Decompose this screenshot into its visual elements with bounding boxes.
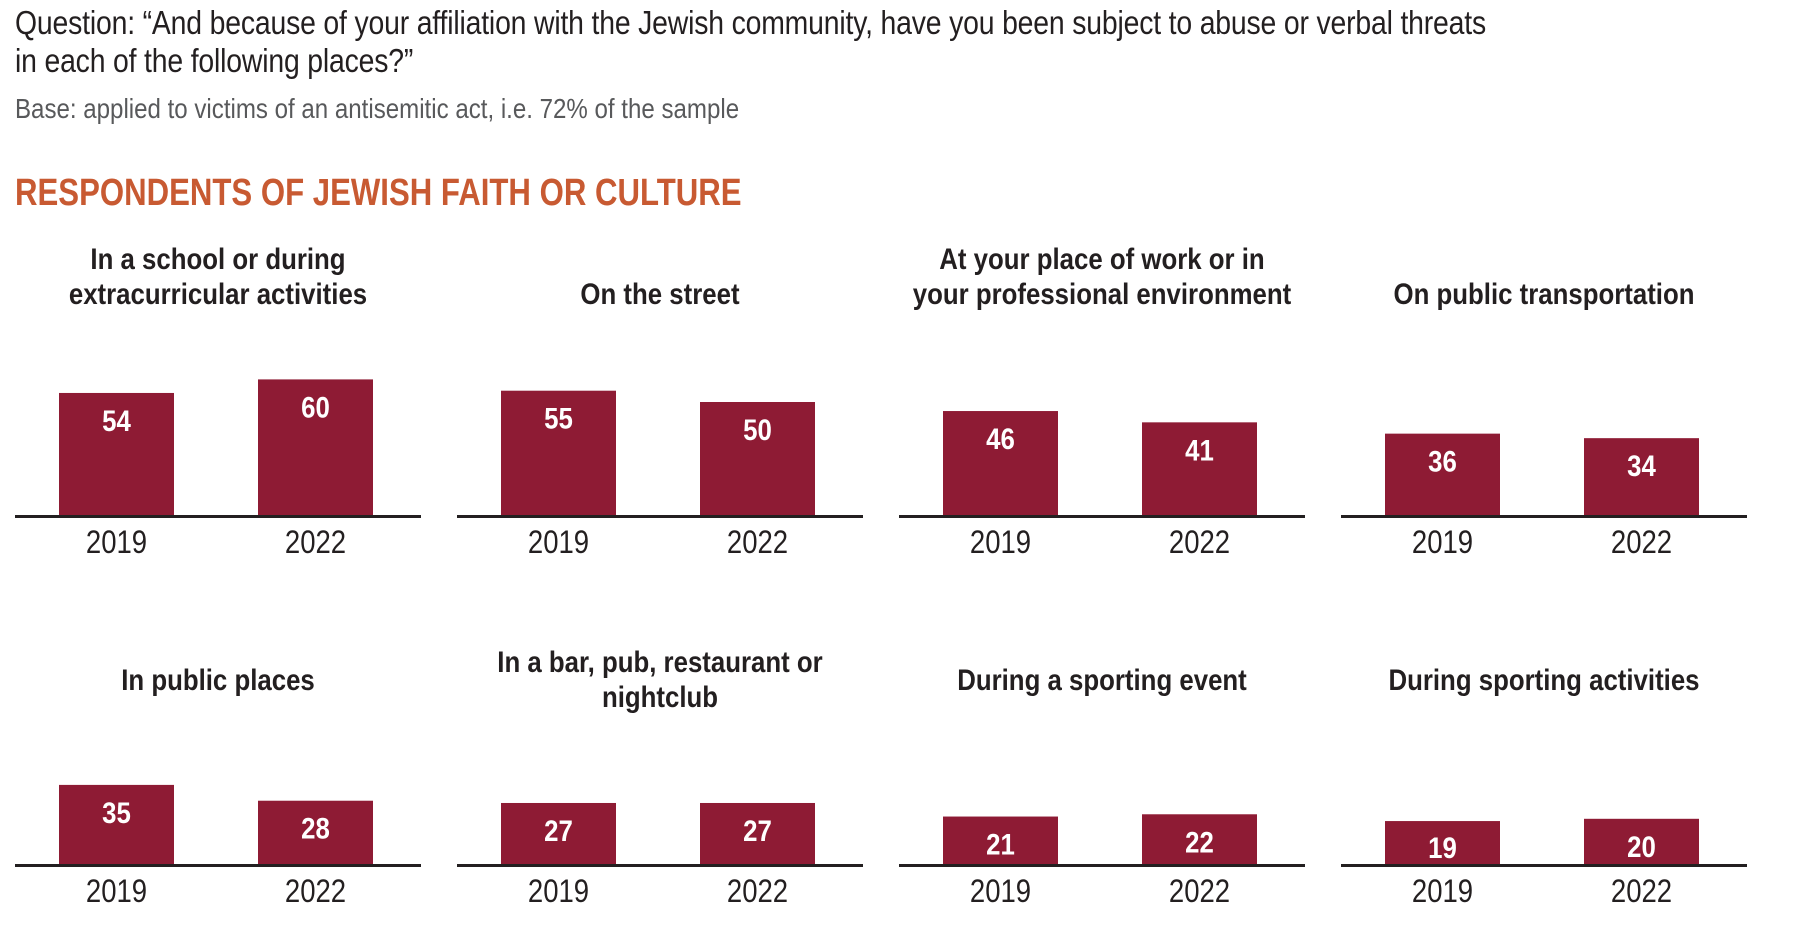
x-tick-label: 2019 xyxy=(1412,525,1473,560)
chart-title: In public places xyxy=(121,663,315,697)
bar-2019 xyxy=(59,392,174,515)
bar-chart: 27 2019 27 2022 xyxy=(457,802,863,910)
x-tick-label: 2019 xyxy=(528,525,589,560)
x-tick-label: 2022 xyxy=(1169,525,1230,560)
x-tick-label: 2019 xyxy=(1412,874,1473,909)
bar-2019 xyxy=(1385,433,1500,515)
x-tick-label: 2019 xyxy=(528,874,589,909)
value-label: 41 xyxy=(1185,434,1214,467)
value-label: 54 xyxy=(102,404,131,437)
x-tick-label: 2022 xyxy=(1611,874,1672,909)
bar-chart: 54 2019 60 2022 xyxy=(15,379,421,561)
x-tick-label: 2019 xyxy=(86,874,147,909)
value-label: 20 xyxy=(1627,830,1656,863)
bar-2022 xyxy=(258,379,373,515)
value-label: 27 xyxy=(544,814,573,847)
chart-title: On public transportation xyxy=(1393,277,1695,311)
bar-2022 xyxy=(1142,814,1257,864)
x-tick-label: 2022 xyxy=(1169,874,1230,909)
x-tick-label: 2022 xyxy=(285,874,346,909)
bar-2022 xyxy=(258,800,373,864)
value-label: 50 xyxy=(743,413,772,446)
section-title: RESPONDENTS OF JEWISH FAITH OR CULTURE xyxy=(15,172,742,214)
value-label: 36 xyxy=(1428,445,1457,478)
question-text: Question: “And because of your affiliati… xyxy=(15,4,1487,79)
value-label: 46 xyxy=(986,422,1015,455)
bar-2019 xyxy=(59,784,174,864)
x-tick-label: 2019 xyxy=(970,525,1031,560)
value-label: 55 xyxy=(544,402,573,435)
chart-title: In a bar, pub, restaurant or nightclub xyxy=(497,646,823,714)
chart-title: In a school or during extracurricular ac… xyxy=(68,242,368,311)
x-tick-label: 2022 xyxy=(1611,525,1672,560)
value-label: 60 xyxy=(301,391,330,424)
x-tick-label: 2019 xyxy=(970,874,1031,909)
x-tick-label: 2019 xyxy=(86,525,147,560)
bar-2022 xyxy=(1584,438,1699,515)
value-label: 27 xyxy=(743,814,772,847)
chart-title: During sporting activities xyxy=(1388,663,1700,697)
bar-2019 xyxy=(943,411,1058,515)
bar-2022 xyxy=(700,402,815,515)
bar-chart: 55 2019 50 2022 xyxy=(457,390,863,561)
value-label: 34 xyxy=(1627,449,1656,482)
bar-chart: 19 2019 20 2022 xyxy=(1341,818,1747,910)
chart-title: On the street xyxy=(580,277,740,311)
x-tick-label: 2022 xyxy=(727,874,788,909)
bar-chart: 36 2019 34 2022 xyxy=(1341,433,1747,561)
bar-2022 xyxy=(1142,422,1257,515)
value-label: 19 xyxy=(1428,831,1457,864)
value-label: 28 xyxy=(301,812,330,845)
x-tick-label: 2022 xyxy=(727,525,788,560)
bar-chart: 46 2019 41 2022 xyxy=(899,411,1305,561)
bar-chart: 21 2019 22 2022 xyxy=(899,814,1305,910)
bar-2022 xyxy=(700,802,815,864)
bar-2019 xyxy=(943,816,1058,864)
chart-title: At your place of work or in your profess… xyxy=(912,242,1292,311)
value-label: 22 xyxy=(1185,825,1214,858)
bar-chart: 35 2019 28 2022 xyxy=(15,784,421,910)
x-tick-label: 2022 xyxy=(285,525,346,560)
base-note: Base: applied to victims of an antisemit… xyxy=(15,93,740,124)
value-label: 21 xyxy=(986,828,1015,861)
bar-2019 xyxy=(501,390,616,515)
value-label: 35 xyxy=(102,796,131,829)
bar-2019 xyxy=(1385,821,1500,864)
bar-2019 xyxy=(501,802,616,864)
chart-title: During a sporting event xyxy=(957,663,1247,697)
bar-2022 xyxy=(1584,818,1699,864)
